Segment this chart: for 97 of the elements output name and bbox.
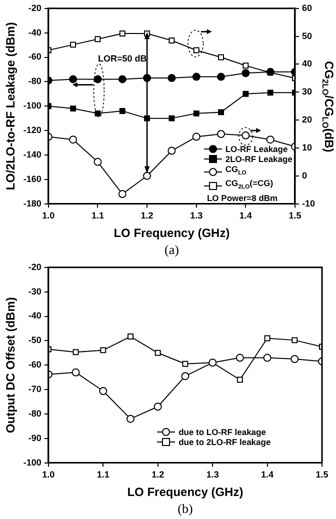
point bbox=[154, 402, 162, 411]
legend-label: 2LO-RF Leakage bbox=[224, 154, 292, 164]
y-tick-label: -40 bbox=[28, 27, 42, 38]
y-tick-label: -20 bbox=[28, 262, 42, 272]
y-tick-label: -80 bbox=[28, 76, 42, 86]
y-tick-label: -50 bbox=[28, 335, 42, 346]
y-tick-label: -160 bbox=[23, 174, 42, 184]
point bbox=[143, 172, 152, 180]
y-tick-label: -60 bbox=[28, 360, 42, 370]
x-tick-label: 1.0 bbox=[42, 470, 55, 480]
point bbox=[290, 354, 299, 363]
x-axis-title: LO Frequency (GHz) bbox=[127, 485, 244, 500]
point bbox=[168, 115, 175, 122]
point bbox=[217, 130, 226, 138]
y2-tick-label: 50 bbox=[302, 30, 312, 41]
point bbox=[192, 72, 200, 81]
point bbox=[292, 337, 298, 344]
x-tick-label: 1.5 bbox=[316, 470, 328, 480]
point bbox=[99, 386, 108, 395]
y2-tick-label: 20 bbox=[302, 114, 312, 125]
y-tick-label: -20 bbox=[28, 2, 42, 13]
y-tick-label: -90 bbox=[28, 432, 42, 443]
point bbox=[154, 350, 161, 356]
x-tick-label: 1.0 bbox=[42, 210, 55, 221]
point bbox=[193, 110, 200, 116]
point bbox=[94, 36, 101, 42]
point bbox=[193, 47, 200, 54]
point bbox=[128, 334, 134, 340]
point bbox=[242, 90, 249, 97]
x-tick-label: 1.2 bbox=[152, 470, 164, 480]
x-tick-label: 1.2 bbox=[140, 210, 154, 221]
y-tick-label: -140 bbox=[23, 149, 42, 160]
y-axis-title: Output DC Offset (dBm) bbox=[4, 297, 18, 434]
point bbox=[69, 136, 78, 144]
point bbox=[168, 38, 175, 44]
point bbox=[100, 347, 106, 354]
point bbox=[119, 108, 126, 114]
point bbox=[118, 190, 126, 198]
point bbox=[266, 136, 274, 144]
annotation: LOR=50 dB bbox=[98, 54, 148, 64]
x-tick-label: 1.3 bbox=[206, 470, 219, 480]
point bbox=[168, 146, 176, 155]
legend-label: due to LO-RF leakage bbox=[178, 426, 266, 437]
point bbox=[69, 75, 78, 84]
point bbox=[126, 414, 134, 423]
x-tick-label: 1.5 bbox=[288, 210, 302, 221]
point bbox=[182, 360, 188, 367]
y2-tick-label: -10 bbox=[302, 198, 316, 208]
point bbox=[267, 90, 274, 96]
y-tick-label: -80 bbox=[28, 408, 42, 418]
y-tick-label: -60 bbox=[28, 52, 42, 62]
point bbox=[217, 72, 226, 81]
point bbox=[263, 354, 272, 362]
point bbox=[168, 74, 176, 82]
y-tick-label: -40 bbox=[28, 310, 42, 321]
point bbox=[70, 42, 76, 48]
x-tick-label: 1.4 bbox=[261, 470, 274, 480]
x-tick-label: 1.1 bbox=[96, 470, 110, 480]
point bbox=[218, 109, 224, 116]
y-tick-label: -180 bbox=[23, 198, 42, 208]
y-tick-label: -100 bbox=[23, 457, 42, 468]
point bbox=[236, 376, 243, 383]
y-tick-label: -120 bbox=[23, 125, 42, 136]
x-axis-title: LO Frequency (GHz) bbox=[114, 226, 230, 240]
point bbox=[264, 335, 270, 342]
point bbox=[72, 349, 79, 356]
point bbox=[192, 132, 200, 141]
point bbox=[119, 30, 126, 36]
legend-label: CG$_{2LO}$(=CG) bbox=[224, 178, 274, 194]
point bbox=[242, 69, 250, 78]
point bbox=[236, 354, 244, 362]
x-tick-label: 1.3 bbox=[190, 210, 203, 221]
point bbox=[218, 54, 224, 60]
legend-label: due to 2LO-RF leakage bbox=[178, 436, 271, 447]
x-tick-label: 1.1 bbox=[91, 210, 104, 221]
y-tick-label: -100 bbox=[23, 100, 42, 111]
text: (a) bbox=[164, 242, 179, 257]
point bbox=[94, 158, 102, 166]
y2-tick-label: 10 bbox=[302, 142, 312, 152]
y-tick-label: -30 bbox=[28, 286, 42, 296]
text: (b) bbox=[178, 500, 193, 516]
point bbox=[181, 372, 190, 380]
y2-tick-label: 30 bbox=[302, 86, 312, 97]
legend-label: LO-RF Leakage bbox=[224, 144, 288, 154]
point bbox=[72, 368, 80, 376]
annotation: LO Power=8 dBm bbox=[206, 193, 279, 204]
point bbox=[118, 75, 126, 84]
point bbox=[94, 75, 102, 84]
y2-tick-label: 0 bbox=[302, 170, 308, 180]
y-tick-label: -70 bbox=[28, 384, 42, 394]
y2-tick-label: 60 bbox=[302, 2, 312, 13]
legend-label: CG$_{LO}$ bbox=[224, 164, 246, 178]
y-axis-title: LO/2LO-to-RF Leakage (dBm) bbox=[4, 22, 18, 190]
point bbox=[242, 62, 249, 69]
point bbox=[70, 106, 76, 112]
y2-tick-label: 40 bbox=[302, 58, 312, 69]
x-tick-label: 1.4 bbox=[239, 210, 252, 221]
